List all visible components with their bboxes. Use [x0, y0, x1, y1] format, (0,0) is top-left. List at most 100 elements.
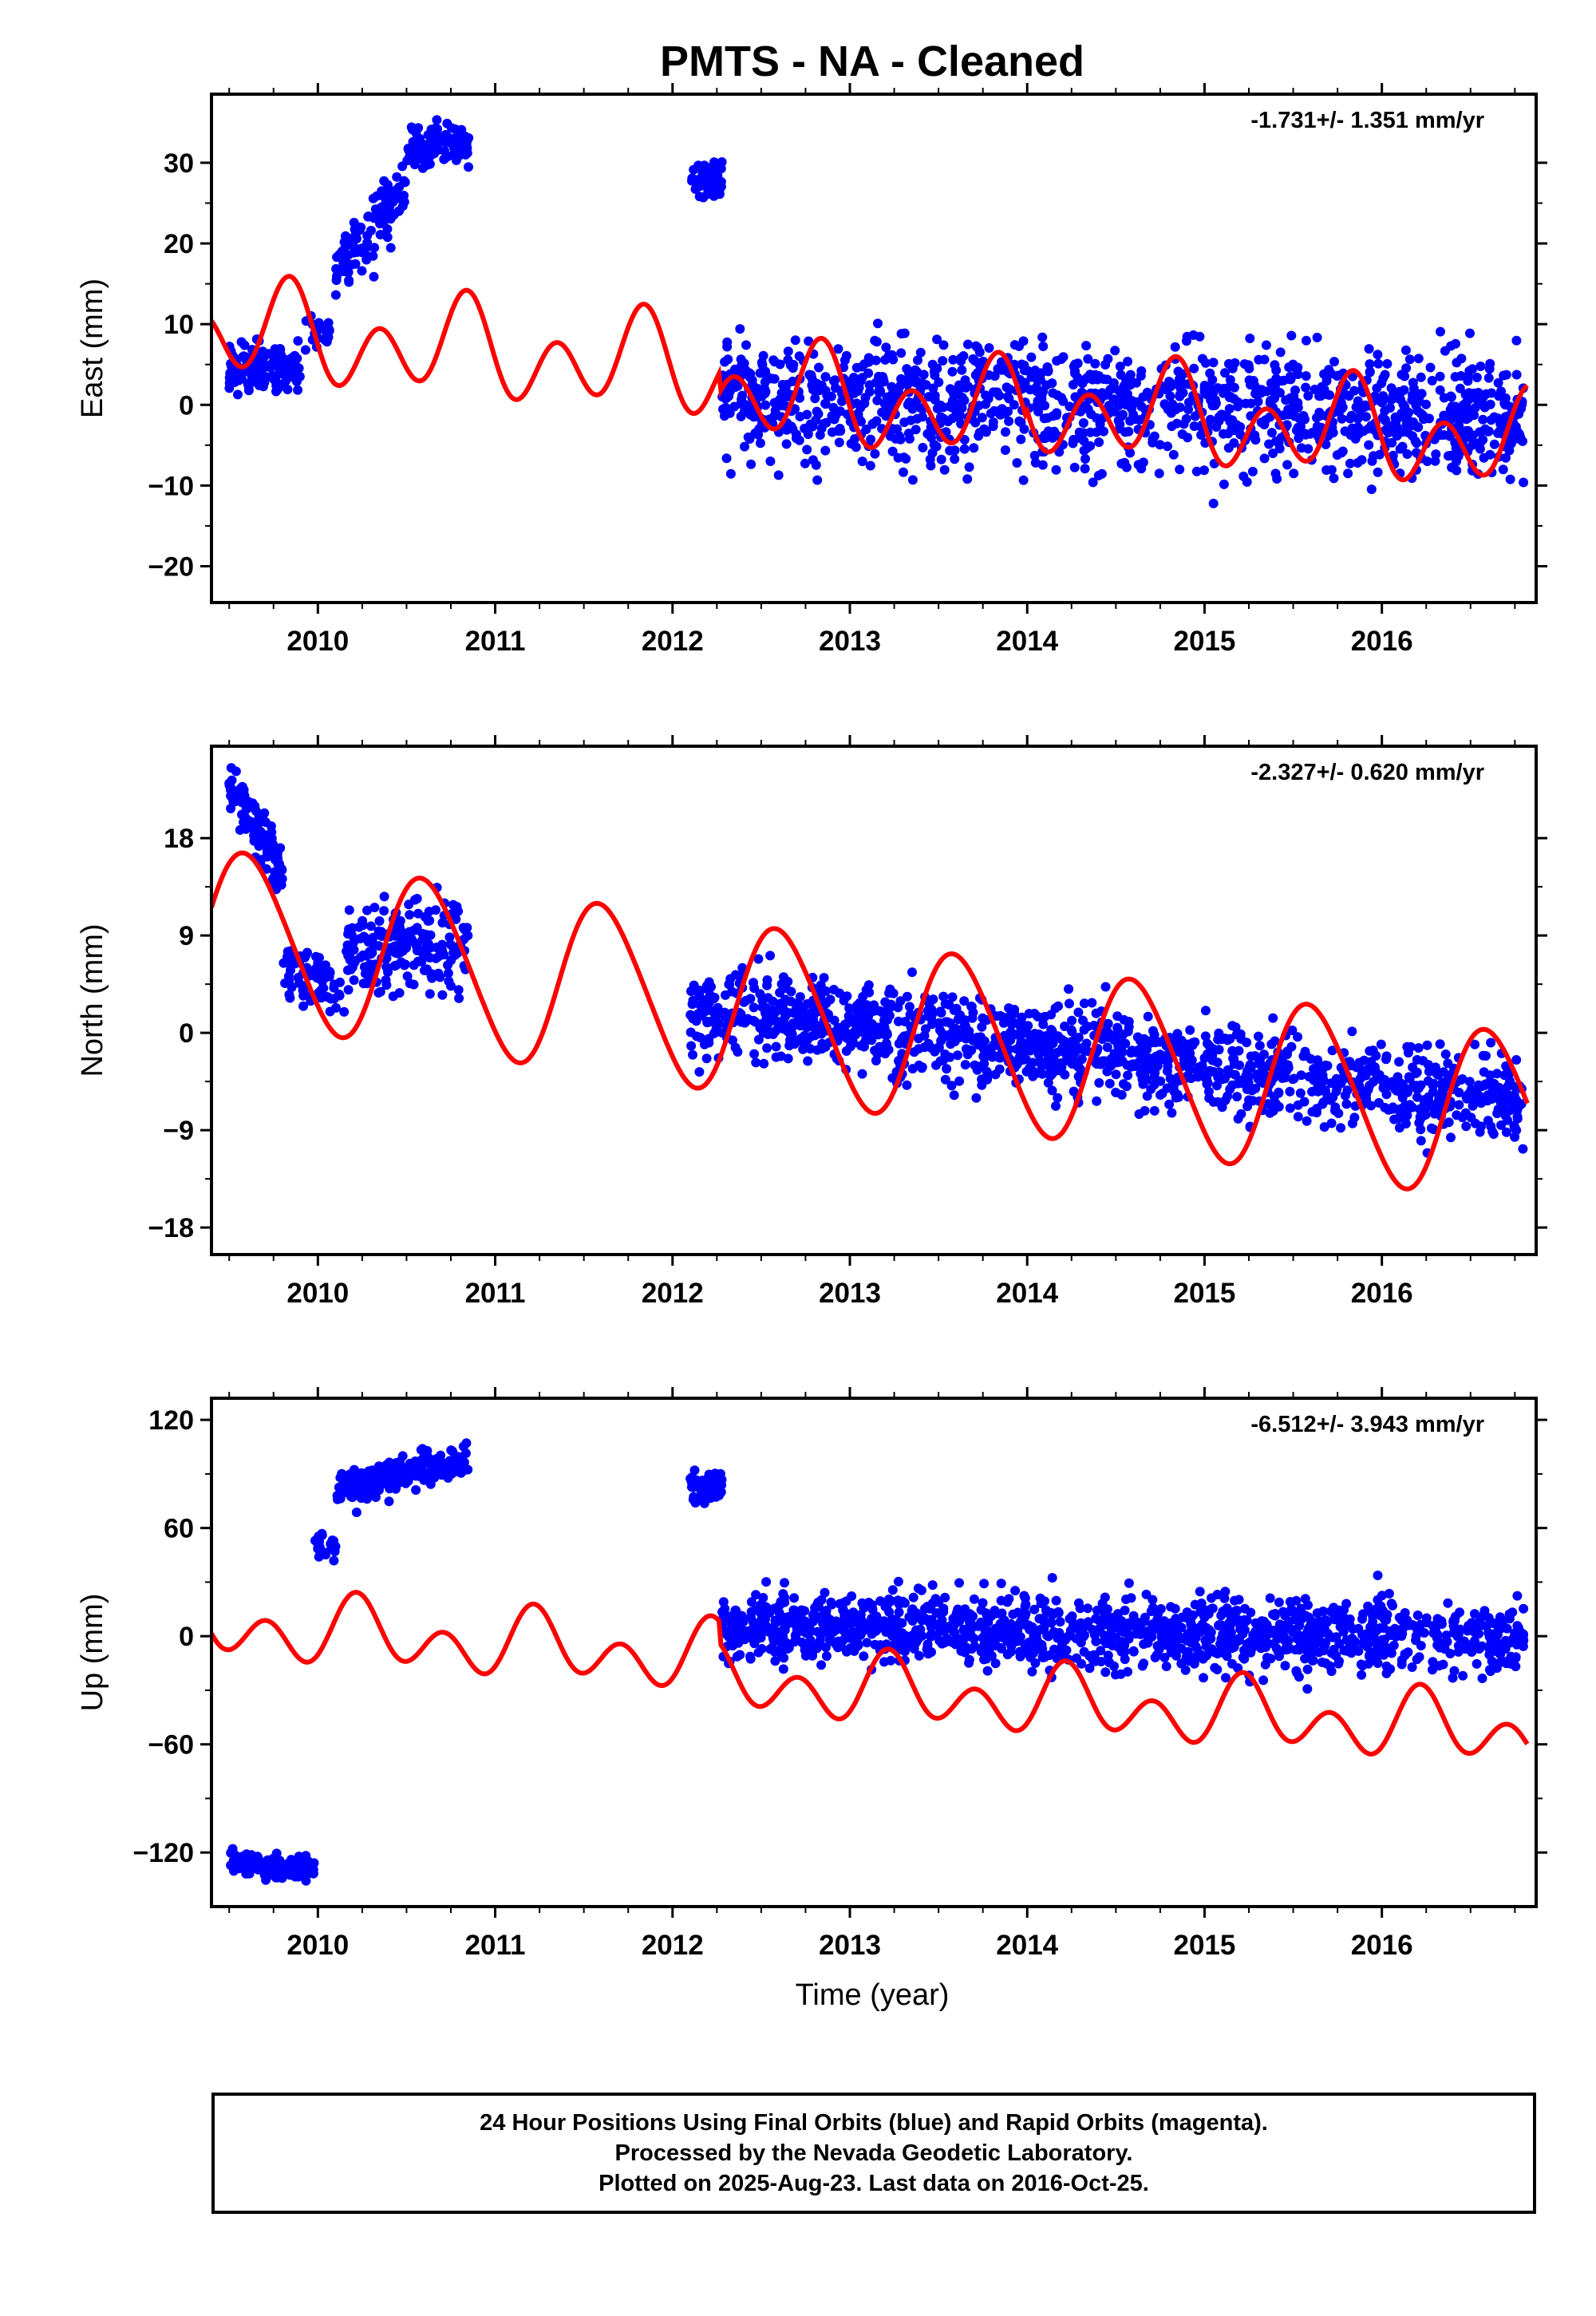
north-data-point	[784, 1041, 795, 1051]
north-data-point	[452, 948, 463, 958]
north-data-point	[365, 921, 376, 931]
north-data-point	[765, 951, 776, 961]
east-data-point	[1476, 437, 1486, 448]
east-data-point	[1408, 431, 1417, 441]
up-data-point	[227, 1860, 238, 1870]
north-data-point	[1167, 1108, 1177, 1118]
east-data-point	[1366, 484, 1377, 495]
north-data-point	[1293, 1100, 1303, 1110]
east-data-point	[959, 444, 970, 454]
north-data-point	[1003, 1012, 1013, 1022]
north-data-point	[762, 975, 772, 985]
east-data-point	[1329, 473, 1339, 484]
north-data-point	[1376, 1039, 1386, 1049]
east-data-point	[1076, 406, 1086, 417]
north-data-point	[845, 1041, 855, 1052]
north-data-point	[298, 1001, 309, 1011]
east-data-point	[1511, 421, 1521, 432]
north-data-point	[694, 1067, 705, 1077]
east-data-point	[859, 359, 870, 370]
east-data-point	[1314, 386, 1324, 397]
east-data-point	[1031, 385, 1041, 395]
east-data-point	[1284, 362, 1294, 373]
east-data-point	[896, 348, 907, 358]
east-data-point	[1500, 453, 1511, 463]
north-data-point	[1060, 1022, 1070, 1031]
north-data-point	[1412, 1055, 1422, 1065]
east-data-point	[758, 350, 768, 361]
north-data-point	[977, 1040, 987, 1050]
north-data-point	[1156, 1037, 1165, 1047]
east-data-point	[1380, 415, 1390, 425]
north-rate-annotation: -2.327+/- 0.620 mm/yr	[1250, 760, 1484, 785]
up-data-point	[1432, 1640, 1443, 1650]
north-data-point	[274, 859, 283, 869]
east-data-point	[1489, 439, 1499, 449]
east-data-point	[1388, 450, 1398, 460]
north-data-point	[1233, 1113, 1243, 1124]
up-data-point	[893, 1576, 903, 1587]
east-data-point	[334, 250, 345, 260]
north-data-point	[1007, 1019, 1017, 1030]
north-data-point	[1314, 1064, 1324, 1074]
east-data-point	[1250, 435, 1261, 445]
up-data-point	[373, 1461, 384, 1472]
up-data-point	[1265, 1593, 1275, 1603]
north-data-point	[1011, 1059, 1021, 1069]
up-data-point	[329, 1555, 339, 1566]
north-data-point	[968, 1007, 978, 1018]
north-data-point	[1285, 1103, 1295, 1113]
up-data-point	[887, 1585, 898, 1595]
up-data-point	[334, 1492, 345, 1503]
north-data-point	[454, 993, 464, 1003]
east-data-point	[1175, 464, 1185, 475]
north-data-point	[753, 954, 764, 964]
north-data-point	[1077, 1054, 1087, 1065]
east-data-point	[1166, 408, 1176, 418]
east-data-point	[846, 438, 856, 449]
east-data-point	[423, 148, 433, 158]
north-data-point	[1024, 1009, 1034, 1019]
north-data-point	[755, 1023, 765, 1033]
east-data-point	[1242, 476, 1252, 487]
up-data-point	[1015, 1651, 1025, 1662]
north-data-point	[701, 1053, 712, 1064]
north-data-point	[940, 1074, 950, 1085]
up-data-point	[1266, 1654, 1276, 1664]
east-data-point	[1450, 372, 1460, 382]
east-data-point	[1303, 444, 1314, 454]
east-data-point	[368, 193, 378, 204]
north-data-point	[771, 1041, 781, 1052]
east-data-point	[892, 433, 903, 443]
north-data-point	[1079, 1025, 1089, 1035]
east-data-point	[773, 470, 784, 480]
east-data-point	[871, 355, 881, 366]
up-data-point	[394, 1466, 405, 1476]
north-data-point	[935, 1018, 946, 1028]
north-data-point	[745, 994, 756, 1004]
north-data-point	[1438, 1090, 1448, 1101]
east-data-point	[1051, 464, 1061, 475]
north-data-point	[1300, 1046, 1310, 1057]
east-data-point	[831, 383, 840, 393]
east-data-point	[1094, 437, 1104, 448]
north-data-point	[369, 903, 380, 913]
east-data-point	[300, 345, 310, 355]
north-data-point	[783, 1053, 793, 1064]
up-data-point	[1353, 1623, 1364, 1634]
north-data-point	[1326, 1118, 1337, 1128]
up-data-point	[914, 1650, 924, 1661]
north-data-point	[1112, 1030, 1121, 1040]
east-data-point	[1099, 426, 1108, 437]
east-data-point	[871, 416, 882, 426]
up-data-point	[1100, 1667, 1111, 1678]
up-data-point	[926, 1630, 936, 1640]
north-data-point	[391, 960, 401, 970]
east-data-point	[1039, 433, 1049, 444]
east-data-point	[1227, 423, 1237, 433]
east-data-point	[1511, 335, 1522, 346]
north-data-point	[893, 1002, 903, 1013]
east-data-point	[1364, 440, 1374, 450]
north-data-point	[226, 782, 236, 792]
east-data-point	[1272, 474, 1282, 484]
